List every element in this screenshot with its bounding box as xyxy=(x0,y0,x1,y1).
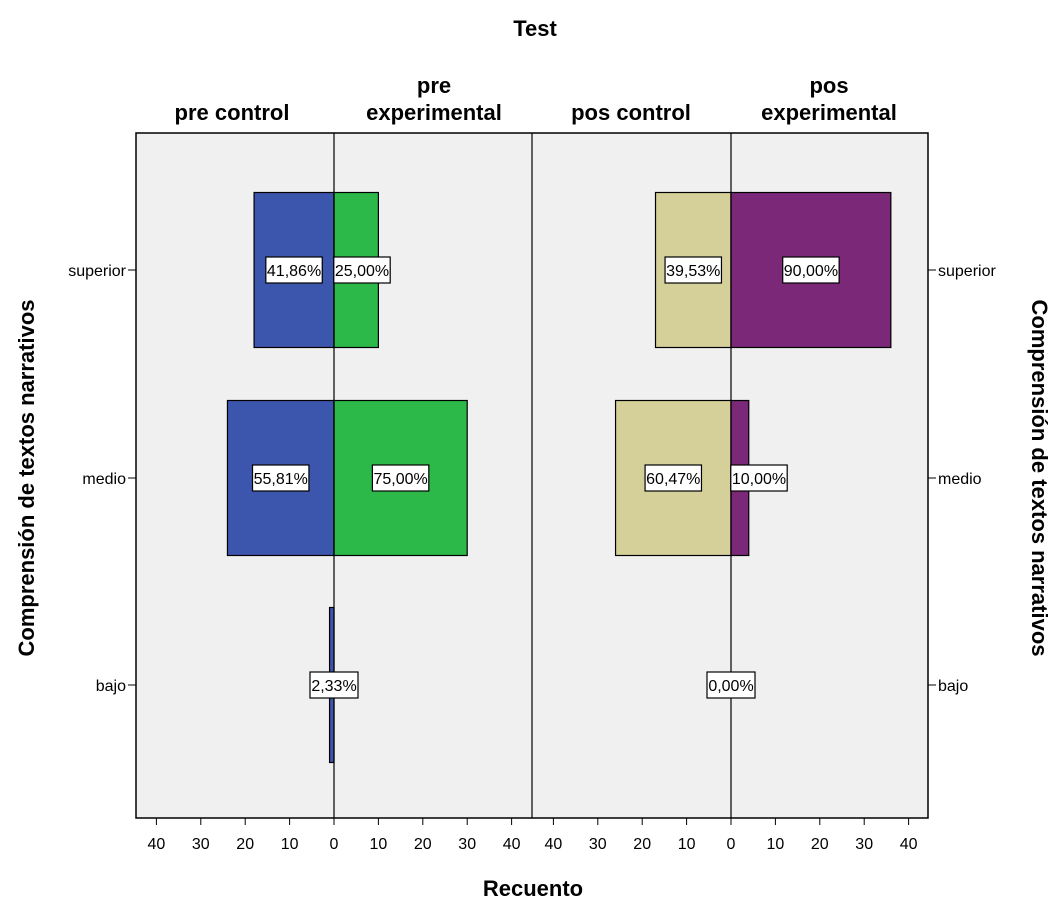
category-label-right-superior: superior xyxy=(938,263,996,280)
data-label-pos-control-medio: 60,47% xyxy=(646,471,700,488)
data-label-pre-control-superior-group: 41,86% xyxy=(265,256,323,284)
x-tick-label: 20 xyxy=(414,836,432,853)
category-label-left-superior: superior xyxy=(68,263,126,280)
panel-header-right: experimental xyxy=(761,100,897,125)
x-tick-label: 0 xyxy=(727,836,736,853)
category-label-right-bajo: bajo xyxy=(938,678,968,695)
panel-header-right: pos xyxy=(809,73,848,98)
panel-header-left: pre control xyxy=(175,100,290,125)
data-label-pos-experimental-medio-box xyxy=(730,464,788,492)
data-label-pre-control-medio-box xyxy=(251,464,310,492)
x-tick-label: 40 xyxy=(900,836,918,853)
data-label-pos-control-bajo-box xyxy=(706,671,756,699)
data-label-pre-experimental-medio-box xyxy=(371,464,430,492)
data-label-pos-control-superior: 39,53% xyxy=(666,263,720,280)
x-axis-label: Recuento xyxy=(483,876,583,899)
data-label-pre-control-superior: 41,86% xyxy=(267,263,321,280)
data-label-pre-control-bajo-group: 2,33% xyxy=(309,671,359,699)
data-label-pre-experimental-superior-box xyxy=(333,256,391,284)
data-label-pos-control-medio-group: 60,47% xyxy=(644,464,703,492)
x-tick-label: 30 xyxy=(192,836,210,853)
y-axis-label-left: Comprensión de textos narrativos xyxy=(14,300,39,657)
category-label-right-medio: medio xyxy=(938,471,982,488)
data-label-pos-experimental-superior-box xyxy=(782,256,840,284)
data-label-pos-experimental-medio: 10,00% xyxy=(732,471,786,488)
data-label-pre-experimental-superior: 25,00% xyxy=(335,263,389,280)
y-axis-label-right: Comprensión de textos narrativos xyxy=(1027,300,1052,657)
x-tick-label: 30 xyxy=(855,836,873,853)
x-tick-label: 10 xyxy=(767,836,785,853)
data-label-pre-control-medio: 55,81% xyxy=(254,471,308,488)
x-tick-label: 10 xyxy=(370,836,388,853)
x-tick-label: 40 xyxy=(545,836,563,853)
data-label-pos-experimental-superior-group: 90,00% xyxy=(782,256,840,284)
x-tick-label: 20 xyxy=(811,836,829,853)
category-label-left-medio: medio xyxy=(82,471,126,488)
data-label-pre-experimental-medio-group: 75,00% xyxy=(371,464,430,492)
panel-header-left: pos control xyxy=(571,100,691,125)
data-label-pos-experimental-superior: 90,00% xyxy=(784,263,838,280)
x-tick-label: 30 xyxy=(458,836,476,853)
data-label-pre-experimental-medio: 75,00% xyxy=(373,471,427,488)
x-tick-label: 10 xyxy=(678,836,696,853)
data-label-pos-control-bajo-group: 0,00% xyxy=(706,671,756,699)
x-tick-label: 30 xyxy=(589,836,607,853)
data-label-pre-experimental-superior-group: 25,00% xyxy=(333,256,391,284)
x-tick-label: 40 xyxy=(148,836,166,853)
data-label-pre-control-superior-box xyxy=(265,256,323,284)
data-label-pre-control-medio-group: 55,81% xyxy=(251,464,310,492)
x-tick-label: 20 xyxy=(236,836,254,853)
data-label-pos-control-superior-box xyxy=(664,256,723,284)
category-label-left-bajo: bajo xyxy=(96,678,126,695)
x-tick-label: 40 xyxy=(503,836,521,853)
panel-header-right: experimental xyxy=(366,100,502,125)
x-tick-label: 0 xyxy=(330,836,339,853)
data-label-pos-control-medio-box xyxy=(644,464,703,492)
data-label-pre-control-bajo-box xyxy=(309,671,359,699)
data-label-pos-control-superior-group: 39,53% xyxy=(664,256,723,284)
data-label-pos-control-bajo: 0,00% xyxy=(708,678,753,695)
chart-title: Test xyxy=(513,16,557,41)
x-tick-label: 20 xyxy=(633,836,651,853)
data-label-pos-experimental-medio-group: 10,00% xyxy=(730,464,788,492)
x-tick-label: 10 xyxy=(281,836,299,853)
data-label-pre-control-bajo: 2,33% xyxy=(311,678,356,695)
panel-header-right: pre xyxy=(417,73,451,98)
